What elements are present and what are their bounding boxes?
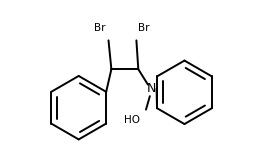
Text: Br: Br [138, 23, 150, 33]
Text: Br: Br [94, 23, 106, 33]
Text: HO: HO [124, 115, 140, 125]
Text: N: N [147, 82, 156, 95]
